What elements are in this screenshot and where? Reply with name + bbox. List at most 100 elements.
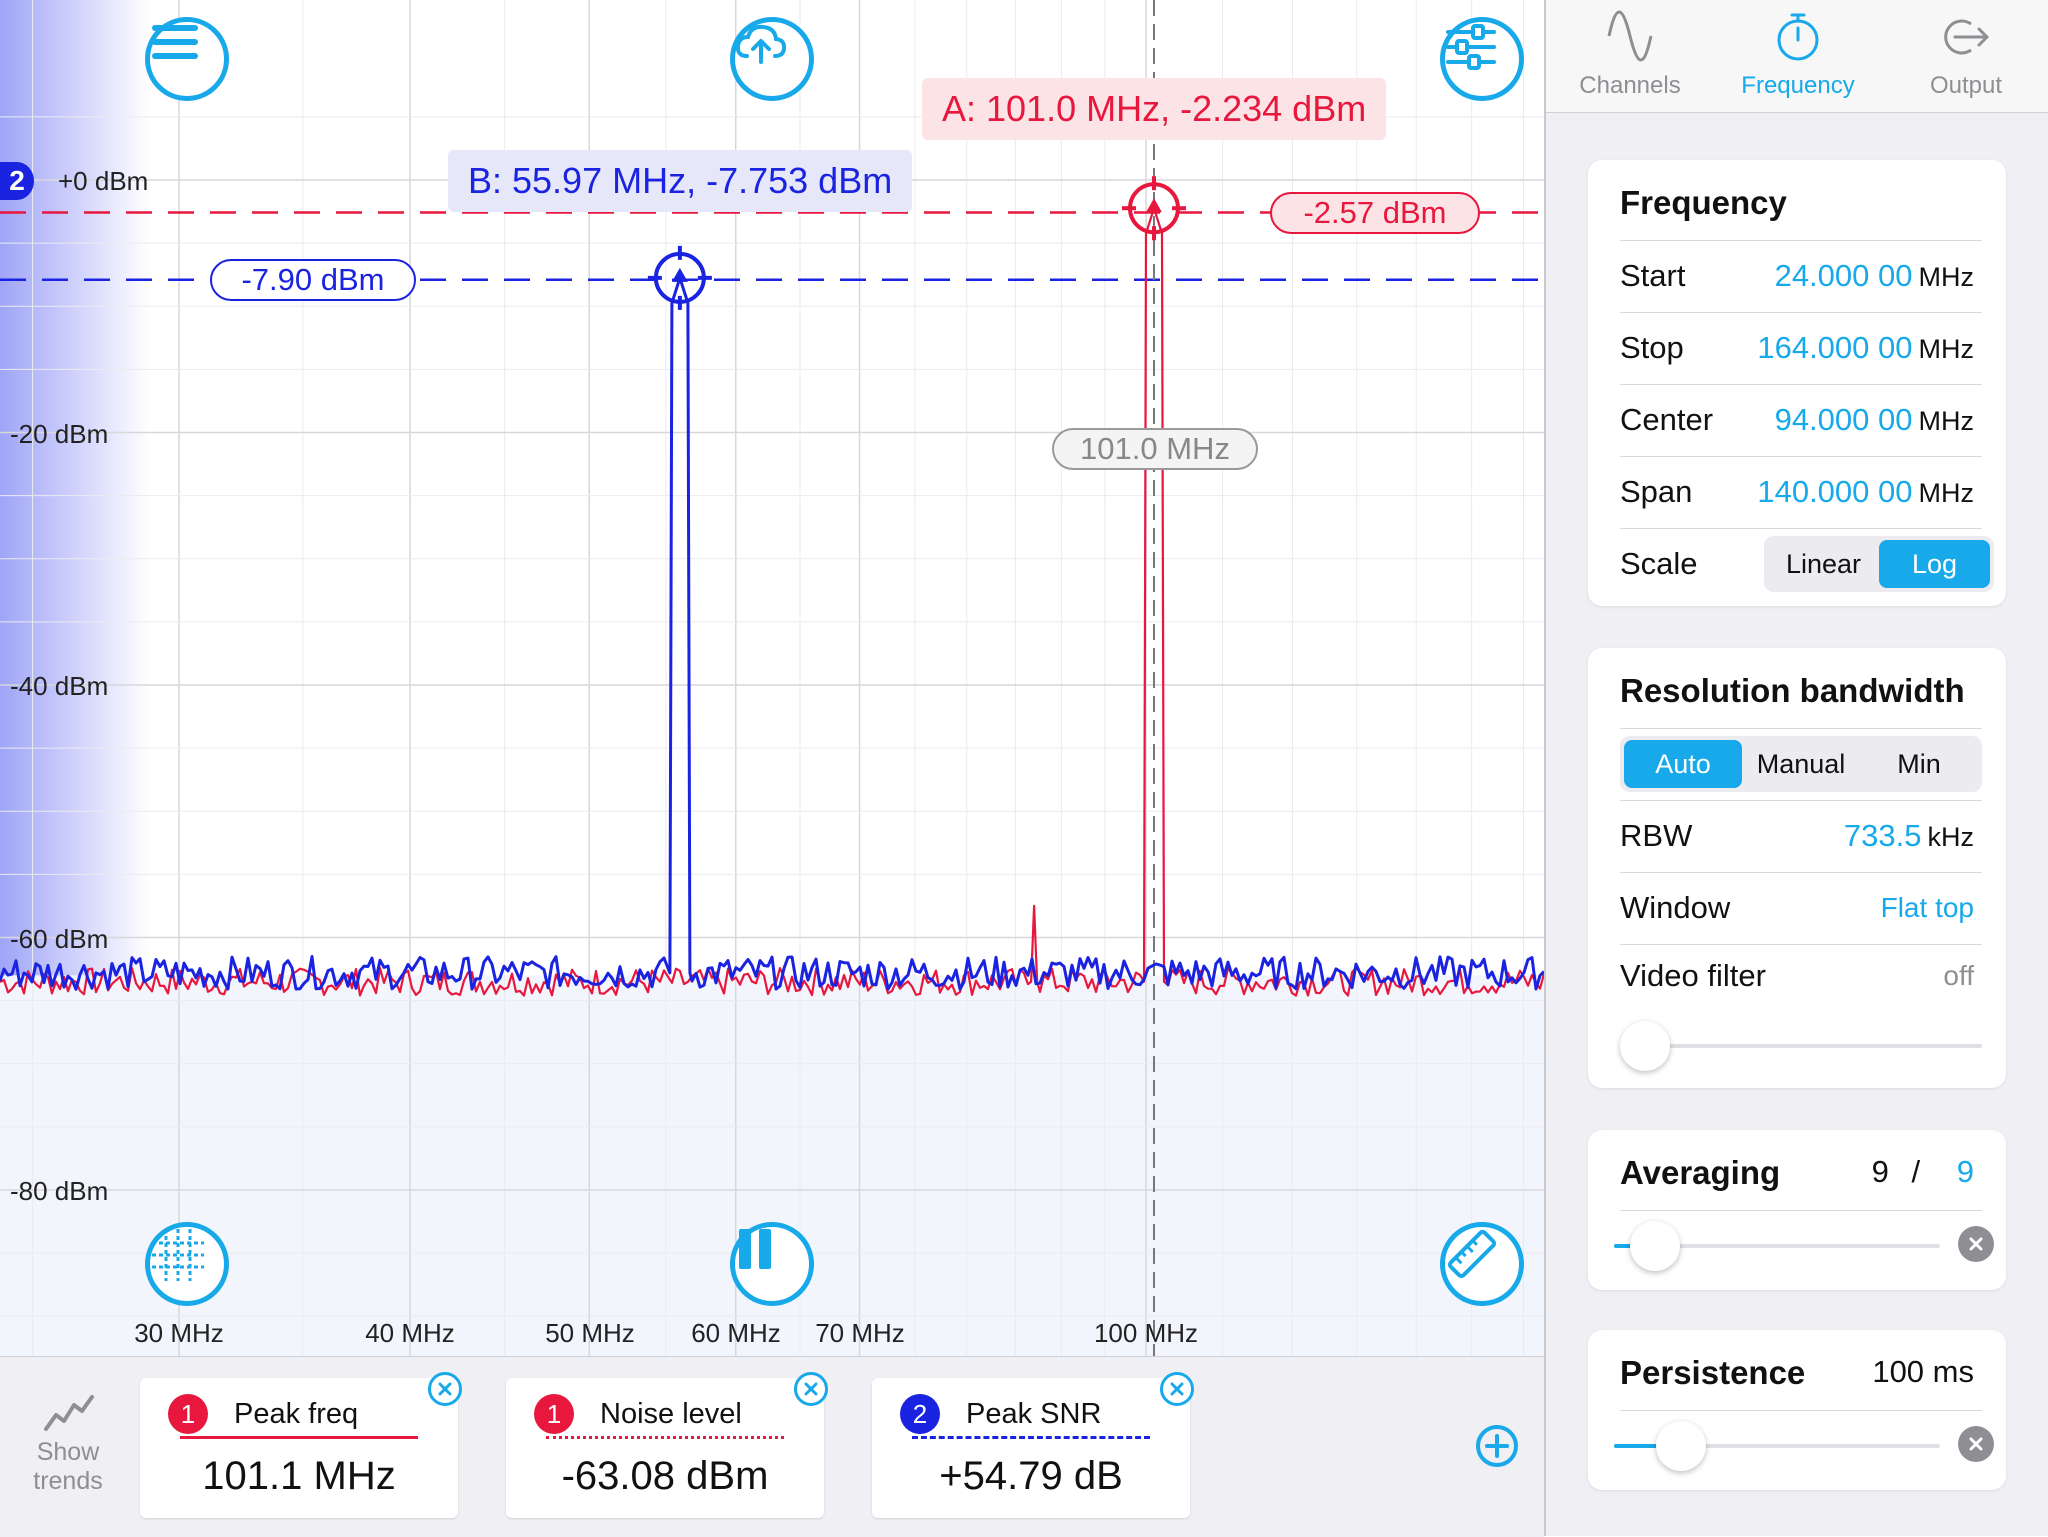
measurement-title: Peak SNR xyxy=(966,1398,1102,1430)
center-value: 94.000 00 xyxy=(1774,402,1913,437)
averaging-separator: / xyxy=(1911,1154,1921,1189)
x-label-40: 40 MHz xyxy=(365,1318,455,1348)
measurement-card[interactable]: 1 Peak freq 101.1 MHz xyxy=(140,1372,462,1518)
divider xyxy=(1620,528,1982,529)
persistence-reset-button[interactable] xyxy=(1958,1426,1994,1462)
show-trends-button[interactable]: Show trends xyxy=(28,1393,108,1496)
tab-channels-label: Channels xyxy=(1579,72,1681,99)
scale-log-option[interactable]: Log xyxy=(1879,540,1990,588)
averaging-slider-thumb[interactable] xyxy=(1630,1221,1681,1271)
marker-b-text: B: 55.97 MHz, -7.753 dBm xyxy=(468,160,893,201)
start-label: Start xyxy=(1620,258,1686,293)
close-icon xyxy=(1170,1382,1184,1396)
menu-button[interactable] xyxy=(145,17,229,101)
persistence-slider-thumb[interactable] xyxy=(1656,1421,1707,1471)
averaging-reset-button[interactable] xyxy=(1958,1226,1994,1262)
span-field[interactable]: 140.000 00 MHz xyxy=(1757,474,1974,510)
remove-measurement-button[interactable] xyxy=(1160,1372,1194,1406)
marker-a-readout: A: 101.0 MHz, -2.234 dBm xyxy=(922,78,1387,140)
channel-2-reference-badge[interactable]: 2 xyxy=(0,162,34,200)
divider xyxy=(1620,384,1982,385)
x-label-30: 30 MHz xyxy=(134,1318,224,1348)
persistence-slider-fill xyxy=(1614,1444,1667,1448)
grid-icon xyxy=(152,1229,204,1281)
measurement-card[interactable]: 1 Noise level -63.08 dBm xyxy=(506,1372,828,1518)
averaging-counter: 9 / 9 xyxy=(1872,1154,1974,1190)
measurement-title: Peak freq xyxy=(234,1398,359,1430)
divider xyxy=(1620,728,1982,729)
scale-linear-option[interactable]: Linear xyxy=(1785,548,1862,579)
persistence-slider[interactable] xyxy=(1614,1421,1940,1471)
window-selector[interactable]: Flat top xyxy=(1880,892,1974,923)
remove-measurement-button[interactable] xyxy=(428,1372,462,1406)
plus-icon xyxy=(1485,1434,1509,1458)
resolution-bandwidth-section: Resolution bandwidth Auto Manual Min RBW… xyxy=(1588,648,2006,1088)
series-line-swatch xyxy=(546,1436,784,1439)
center-field[interactable]: 94.000 00 MHz xyxy=(1775,402,1974,438)
divider xyxy=(1620,800,1982,801)
frequency-section: Frequency Start 24.000 00 MHz Stop 164.00… xyxy=(1588,160,2006,606)
y-label-80: -80 dBm xyxy=(10,1176,109,1206)
divider xyxy=(1620,1410,1982,1411)
series-line-swatch xyxy=(912,1436,1150,1439)
ruler-button[interactable] xyxy=(1440,1222,1524,1306)
cloud-upload-button[interactable] xyxy=(730,17,814,101)
pause-button[interactable] xyxy=(730,1222,814,1306)
close-icon xyxy=(438,1382,452,1396)
persistence-title: Persistence xyxy=(1620,1354,1806,1391)
rbw-title: Resolution bandwidth xyxy=(1620,672,1965,709)
start-field[interactable]: 24.000 00 MHz xyxy=(1775,258,1974,294)
rbw-unit: kHz xyxy=(1927,822,1975,852)
averaging-title: Averaging xyxy=(1620,1154,1781,1191)
rbw-field[interactable]: 733.5 kHz xyxy=(1844,818,1974,854)
tab-frequency[interactable]: Frequency xyxy=(1714,0,1882,112)
cursor-frequency-pill[interactable]: 101.0 MHz xyxy=(1052,428,1258,470)
remove-measurement-button[interactable] xyxy=(794,1372,828,1406)
x-label-70: 70 MHz xyxy=(815,1318,905,1348)
x-label-100: 100 MHz xyxy=(1093,1318,1199,1348)
tab-output[interactable]: Output xyxy=(1882,0,2048,112)
video-filter-slider-thumb[interactable] xyxy=(1620,1021,1670,1071)
add-measurement-button[interactable] xyxy=(1476,1425,1518,1467)
x-label-50: 50 MHz xyxy=(545,1318,635,1348)
persistence-value[interactable]: 100 ms xyxy=(1872,1354,1974,1389)
measurement-value: 101.1 MHz xyxy=(202,1454,396,1498)
channel-badge: 2 xyxy=(900,1394,940,1434)
marker-a-level-pill[interactable]: -2.57 dBm xyxy=(1270,192,1480,234)
span-value: 140.000 00 xyxy=(1757,474,1913,509)
stop-unit: MHz xyxy=(1918,334,1975,364)
stop-field[interactable]: 164.000 00 MHz xyxy=(1757,330,1974,366)
close-icon xyxy=(1969,1437,1983,1451)
rbw-mode-segmented-control: Auto Manual Min xyxy=(1620,736,1982,792)
rbw-manual-option[interactable]: Manual xyxy=(1756,748,1846,779)
x-label-60: 60 MHz xyxy=(691,1318,781,1348)
tab-channels[interactable]: Channels xyxy=(1546,0,1714,112)
ruler-icon xyxy=(1447,1229,1497,1279)
rbw-min-option[interactable]: Min xyxy=(1897,748,1941,779)
close-icon xyxy=(804,1382,818,1396)
channel-badge: 1 xyxy=(168,1394,208,1434)
y-label-60: -60 dBm xyxy=(10,924,109,954)
averaging-slider[interactable] xyxy=(1614,1221,1940,1271)
grid-button[interactable] xyxy=(145,1222,229,1306)
rbw-auto-option[interactable]: Auto xyxy=(1624,740,1742,788)
marker-b-arrow xyxy=(671,267,688,282)
settings-button[interactable] xyxy=(1440,17,1524,101)
spectrum-plot[interactable]: +0 dBm -20 dBm -40 dBm -60 dBm -80 dBm 3… xyxy=(0,0,1544,1356)
marker-a-arrow xyxy=(1145,198,1162,213)
y-label-0: +0 dBm xyxy=(58,166,149,196)
tab-output-label: Output xyxy=(1929,72,2003,99)
sine-wave-icon xyxy=(1607,10,1653,62)
measurement-card[interactable]: 2 Peak SNR +54.79 dB xyxy=(872,1372,1194,1518)
scale-label: Scale xyxy=(1620,546,1698,581)
marker-a-text: A: 101.0 MHz, -2.234 dBm xyxy=(942,88,1367,129)
divider xyxy=(1620,872,1982,873)
stop-label: Stop xyxy=(1620,330,1684,365)
measurement-title: Noise level xyxy=(600,1398,742,1430)
averaging-target[interactable]: 9 xyxy=(1956,1154,1974,1189)
video-filter-slider[interactable] xyxy=(1620,1021,1982,1071)
averaging-section: Averaging 9 / 9 xyxy=(1588,1130,2006,1290)
marker-b-level-pill[interactable]: -7.90 dBm xyxy=(210,259,416,301)
center-label: Center xyxy=(1620,402,1714,437)
y-label-20: -20 dBm xyxy=(10,419,109,449)
